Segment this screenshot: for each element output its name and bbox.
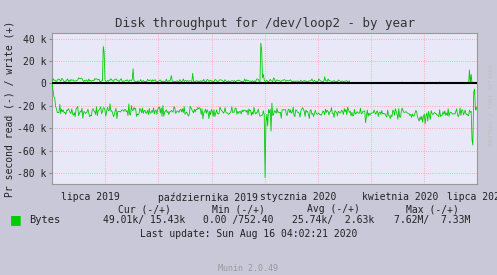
Text: Min (-/+): Min (-/+): [212, 204, 265, 214]
Text: lipca 2019: lipca 2019: [61, 192, 119, 202]
Text: 0.00 /752.40: 0.00 /752.40: [203, 215, 274, 225]
Text: Cur (-/+): Cur (-/+): [118, 204, 170, 214]
Text: Avg (-/+): Avg (-/+): [307, 204, 359, 214]
Text: Last update: Sun Aug 16 04:02:21 2020: Last update: Sun Aug 16 04:02:21 2020: [140, 229, 357, 239]
Text: Max (-/+): Max (-/+): [406, 204, 459, 214]
Text: ■: ■: [10, 213, 22, 227]
Text: stycznia 2020: stycznia 2020: [260, 192, 337, 202]
Text: 25.74k/  2.63k: 25.74k/ 2.63k: [292, 215, 374, 225]
Title: Disk throughput for /dev/loop2 - by year: Disk throughput for /dev/loop2 - by year: [115, 17, 414, 31]
Text: Bytes: Bytes: [29, 215, 60, 225]
Text: Munin 2.0.49: Munin 2.0.49: [219, 264, 278, 273]
Text: 49.01k/ 15.43k: 49.01k/ 15.43k: [103, 215, 185, 225]
Text: 7.62M/  7.33M: 7.62M/ 7.33M: [394, 215, 471, 225]
Text: października 2019: października 2019: [159, 192, 258, 203]
Text: kwietnia 2020: kwietnia 2020: [362, 192, 439, 202]
Text: lipca 2020: lipca 2020: [447, 192, 497, 202]
Y-axis label: Pr second read (-) / write (+): Pr second read (-) / write (+): [4, 21, 14, 197]
Text: RRDTOOL / TOBI OETIKER: RRDTOOL / TOBI OETIKER: [489, 63, 494, 146]
